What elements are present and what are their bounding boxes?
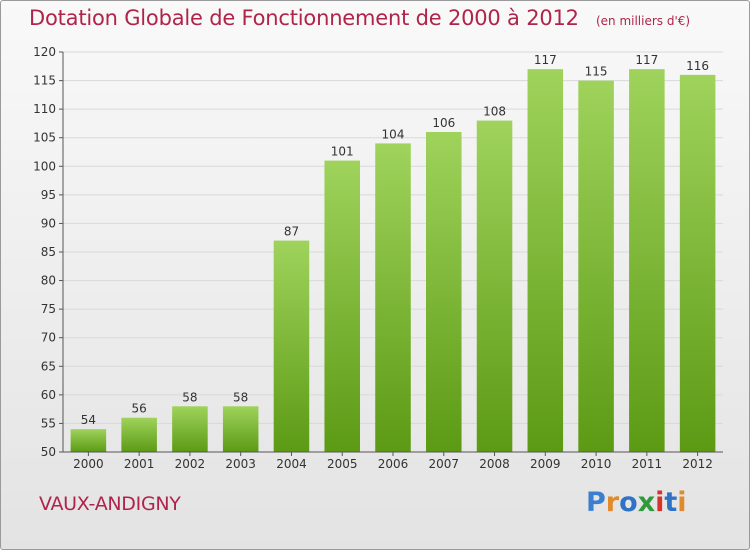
data-label: 115 [585,65,608,79]
x-tick-label: 2000 [73,457,104,471]
x-tick-label: 2008 [479,457,510,471]
bar-2009 [527,69,564,453]
logo-letter: o [619,487,638,518]
data-label: 116 [686,59,709,73]
bar-2010 [578,80,614,453]
bar-2003 [222,406,259,452]
bar-2006 [375,143,411,452]
data-label: 104 [382,127,405,141]
bar-2007 [426,132,462,452]
data-label: 54 [81,413,96,427]
logo-letter: t [664,487,678,518]
bar-2000 [70,429,107,452]
y-tick-label: 100 [33,159,56,173]
bar-2012 [679,74,716,452]
y-tick-label: 115 [33,74,56,88]
y-tick-label: 75 [41,302,56,316]
logo-letter: i [677,487,687,518]
logo-letter: P [586,487,606,518]
bar-2011 [629,69,665,453]
chart-subtitle: (en milliers d'€) [595,14,691,28]
logo-letter: r [605,487,620,518]
x-tick-label: 2005 [327,457,358,471]
bars [70,69,716,453]
data-label: 58 [233,390,248,404]
y-tick-label: 110 [33,102,56,116]
y-tick-label: 50 [41,445,56,459]
x-tick-label: 2004 [276,457,307,471]
x-tick-label: 2006 [378,457,409,471]
commune-name: VAUX-ANDIGNY [39,493,181,515]
proxiti-logo[interactable]: Proxiti [586,487,687,518]
data-label: 108 [483,105,506,119]
y-tick-label: 80 [41,274,56,288]
x-tick-label: 2012 [682,457,713,471]
bar-2004 [273,240,310,452]
labels: 50 55 60 65 70 75 80 85 90 95 100 105 110 115 120 54 200… [33,45,713,471]
data-label: 58 [182,390,197,404]
bar-2008 [476,120,513,453]
chart-title: Dotation Globale de Fonctionnement de 20… [29,6,579,30]
y-tick-label: 95 [41,188,56,202]
data-label: 56 [132,402,147,416]
data-label: 117 [635,53,658,67]
y-tick-label: 60 [41,388,56,402]
x-tick-label: 2011 [632,457,663,471]
y-tick-label: 120 [33,45,56,59]
bar-2002 [172,406,208,452]
y-tick-label: 65 [41,359,56,373]
y-tick-label: 90 [41,216,56,230]
data-label: 117 [534,53,557,67]
x-tick-label: 2009 [530,457,561,471]
bar-2005 [324,160,360,453]
axes [59,51,723,456]
y-tick-label: 70 [41,331,56,345]
x-tick-label: 2002 [175,457,206,471]
x-tick-label: 2007 [428,457,459,471]
bar-2001 [121,417,157,452]
y-tick-label: 105 [33,131,56,145]
y-tick-label: 55 [41,416,56,430]
title-line: Dotation Globale de Fonctionnement de 20… [29,6,690,30]
data-label: 87 [284,225,299,239]
data-label: 101 [331,145,354,159]
logo-letter: x [637,487,656,518]
logo-letter: i [655,487,665,518]
data-label: 106 [432,116,455,130]
x-tick-label: 2010 [581,457,612,471]
y-tick-label: 85 [41,245,56,259]
x-tick-label: 2003 [225,457,256,471]
x-tick-label: 2001 [124,457,155,471]
